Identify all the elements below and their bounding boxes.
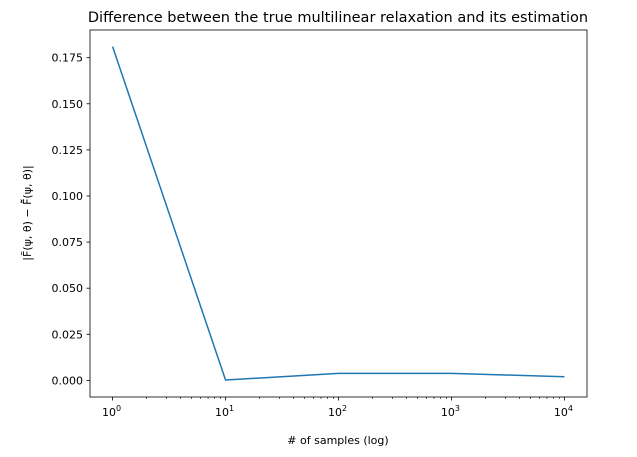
x-tick-base: 10 (328, 406, 342, 419)
y-tick-label: 0.000 (52, 374, 84, 387)
chart-title: Difference between the true multilinear … (88, 10, 588, 26)
series-line-0 (111, 46, 565, 381)
y-tick-label: 0.100 (52, 190, 84, 203)
x-tick-base: 10 (215, 406, 229, 419)
x-tick-label: 102 (328, 404, 347, 419)
x-tick-exponent: 4 (568, 404, 573, 413)
y-tick-label: 0.050 (52, 282, 84, 295)
plot-frame (89, 29, 588, 398)
x-tick-base: 10 (554, 406, 568, 419)
x-tick-label: 104 (554, 404, 573, 419)
x-tick-label: 101 (215, 404, 234, 419)
y-tick-label: 0.125 (52, 144, 84, 157)
y-tick-label: 0.025 (52, 328, 84, 341)
y-tick-label: 0.175 (52, 52, 84, 65)
x-tick-exponent: 3 (455, 404, 460, 413)
x-tick-label: 103 (441, 404, 460, 419)
x-tick-exponent: 1 (229, 404, 234, 413)
y-tick-label: 0.075 (52, 236, 84, 249)
x-tick-base: 10 (102, 406, 116, 419)
y-axis-label: |F̃(ψ, θ) − F̂̃(ψ, θ)| (20, 165, 34, 260)
plot-area (111, 46, 565, 381)
x-axis-label: # of samples (log) (287, 434, 388, 447)
x-tick-exponent: 0 (116, 404, 121, 413)
x-tick-base: 10 (441, 406, 455, 419)
y-axis: 0.000 0.025 0.050 0.075 0.100 0.125 0.150 0.175 (52, 52, 90, 387)
x-tick-exponent: 2 (342, 404, 347, 413)
x-tick-label: 100 (102, 404, 121, 419)
y-tick-label: 0.150 (52, 98, 84, 111)
x-axis: 100 101 102 103 104 (102, 397, 573, 419)
